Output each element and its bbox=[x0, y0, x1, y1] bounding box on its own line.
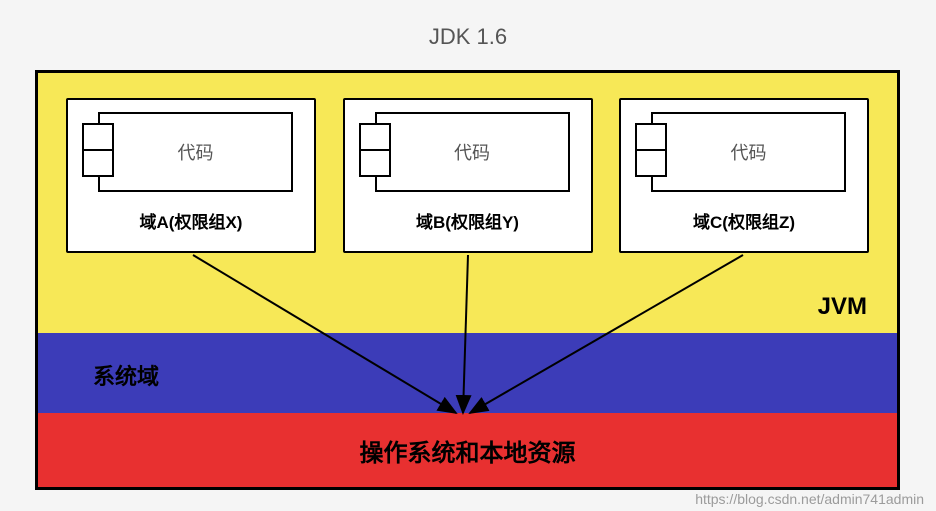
domains-row: 代码 域A(权限组X) 代码 域B(权限 bbox=[66, 98, 869, 253]
domain-box-a: 代码 域A(权限组X) bbox=[66, 98, 316, 253]
side-tabs-icon bbox=[359, 123, 391, 175]
os-layer: 操作系统和本地资源 bbox=[38, 413, 897, 487]
jvm-label: JVM bbox=[818, 293, 867, 321]
code-label: 代码 bbox=[178, 139, 214, 165]
tab-icon bbox=[82, 149, 114, 177]
code-box: 代码 bbox=[651, 112, 846, 192]
domain-label: 域B(权限组Y) bbox=[345, 208, 591, 233]
main-box: 代码 域A(权限组X) 代码 域B(权限 bbox=[35, 70, 900, 490]
side-tabs-icon bbox=[635, 123, 667, 175]
code-label: 代码 bbox=[731, 139, 767, 165]
tab-icon bbox=[635, 123, 667, 151]
tab-icon bbox=[82, 123, 114, 151]
tab-icon bbox=[635, 149, 667, 177]
side-tabs-icon bbox=[82, 123, 114, 175]
domain-label: 域C(权限组Z) bbox=[621, 208, 867, 233]
system-label: 系统域 bbox=[93, 359, 159, 391]
diagram-container: JDK 1.6 代码 域A(权限组X) 代码 bbox=[0, 0, 936, 511]
tab-icon bbox=[359, 123, 391, 151]
system-layer: 系统域 bbox=[38, 333, 897, 413]
domain-box-c: 代码 域C(权限组Z) bbox=[619, 98, 869, 253]
jvm-layer: 代码 域A(权限组X) 代码 域B(权限 bbox=[38, 73, 897, 333]
tab-icon bbox=[359, 149, 391, 177]
domain-box-b: 代码 域B(权限组Y) bbox=[343, 98, 593, 253]
code-box: 代码 bbox=[375, 112, 570, 192]
os-label: 操作系统和本地资源 bbox=[360, 433, 576, 468]
watermark-text: https://blog.csdn.net/admin741admin bbox=[695, 491, 924, 507]
code-label: 代码 bbox=[454, 139, 490, 165]
domain-label: 域A(权限组X) bbox=[68, 208, 314, 233]
diagram-title: JDK 1.6 bbox=[0, 0, 936, 50]
code-box: 代码 bbox=[98, 112, 293, 192]
